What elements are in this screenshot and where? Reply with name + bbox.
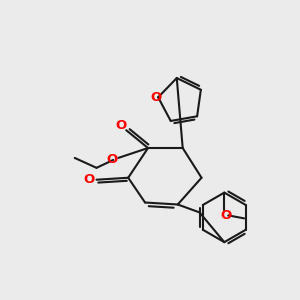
Text: O: O <box>116 119 127 132</box>
Text: O: O <box>83 173 94 186</box>
Text: O: O <box>107 153 118 167</box>
Text: O: O <box>151 91 162 104</box>
Text: O: O <box>221 209 232 222</box>
